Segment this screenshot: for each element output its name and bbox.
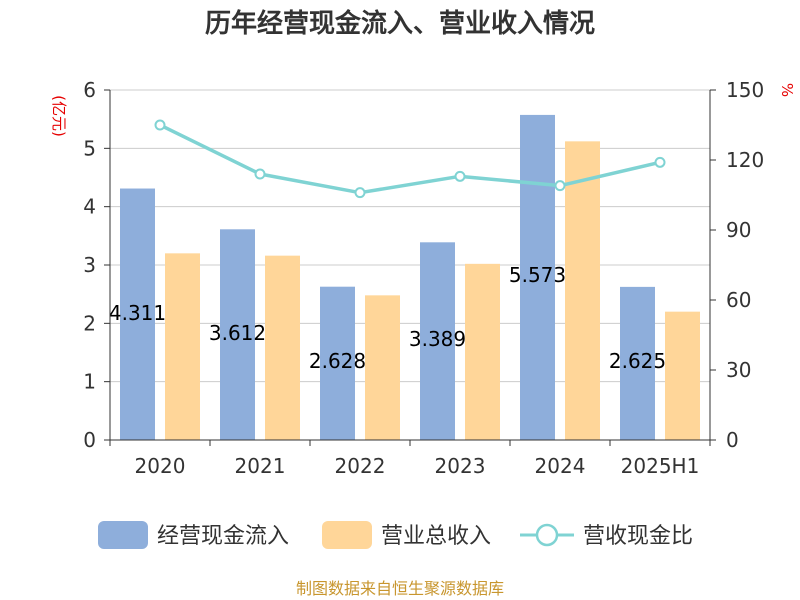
y-right-unit: % bbox=[778, 83, 796, 97]
y-right-tick-label: 120 bbox=[726, 148, 764, 172]
data-label: 3.612 bbox=[209, 321, 266, 345]
x-tick-label: 2022 bbox=[335, 454, 386, 478]
bar-cash-inflow bbox=[420, 242, 455, 440]
line-point bbox=[254, 168, 266, 180]
y-right-tick-label: 150 bbox=[726, 78, 764, 102]
data-label: 3.389 bbox=[409, 327, 466, 351]
data-label: 4.311 bbox=[109, 301, 166, 325]
bar-cash-inflow bbox=[120, 188, 155, 440]
bar-revenue bbox=[265, 255, 300, 440]
bar-revenue bbox=[565, 141, 600, 441]
line-series bbox=[154, 119, 666, 199]
legend-swatch-revenue bbox=[322, 521, 372, 549]
data-labels: 4.311 3.612 2.628 3.389 5.573 2.625 bbox=[109, 263, 666, 373]
x-tick-label: 2025H1 bbox=[621, 454, 700, 478]
legend-label-cash-inflow: 经营现金流入 bbox=[157, 524, 289, 549]
data-label: 2.625 bbox=[609, 349, 666, 373]
bar-revenue bbox=[165, 253, 200, 440]
legend-label-revenue: 营业总收入 bbox=[381, 524, 491, 549]
line-point bbox=[654, 156, 666, 168]
y-right-tick-label: 30 bbox=[726, 358, 751, 382]
bar-revenue bbox=[365, 295, 400, 440]
y-left-tick-label: 0 bbox=[83, 428, 96, 452]
source-note: 制图数据来自恒生聚源数据库 bbox=[296, 579, 504, 598]
bar-cash-inflow bbox=[320, 286, 355, 440]
line-point bbox=[454, 170, 466, 182]
bar-cash-inflow bbox=[220, 229, 255, 440]
y-left-tick-label: 6 bbox=[83, 78, 96, 102]
data-label: 5.573 bbox=[509, 263, 566, 287]
bar-cash-inflow bbox=[520, 114, 555, 441]
y-left-tick-label: 1 bbox=[83, 370, 96, 394]
bar-cash-inflow bbox=[620, 286, 655, 440]
x-tick-label: 2024 bbox=[535, 454, 586, 478]
y-left-tick-label: 3 bbox=[83, 253, 96, 277]
chart-title: 历年经营现金流入、营业收入情况 bbox=[205, 8, 595, 39]
y-left-tick-label: 5 bbox=[83, 136, 96, 160]
legend-marker-ratio bbox=[535, 523, 559, 547]
y-left-unit: (亿元) bbox=[50, 95, 68, 137]
data-label: 2.628 bbox=[309, 349, 366, 373]
line-point bbox=[154, 119, 166, 131]
y-right-tick-label: 60 bbox=[726, 288, 751, 312]
legend-label-ratio: 营收现金比 bbox=[583, 524, 693, 549]
y-right-tick-label: 90 bbox=[726, 218, 751, 242]
x-tick-label: 2023 bbox=[435, 454, 486, 478]
line-point bbox=[554, 180, 566, 192]
x-tick-label: 2020 bbox=[135, 454, 186, 478]
y-left-tick-label: 4 bbox=[83, 195, 96, 219]
x-tick-label: 2021 bbox=[235, 454, 286, 478]
y-left-tick-label: 2 bbox=[83, 311, 96, 335]
bar-revenue bbox=[465, 263, 500, 440]
bar-revenue bbox=[665, 311, 700, 440]
line-point bbox=[354, 187, 366, 199]
line-path bbox=[159, 123, 661, 195]
y-right-tick-label: 0 bbox=[726, 428, 739, 452]
bars bbox=[120, 114, 700, 441]
legend: 经营现金流入 营业总收入 营收现金比 bbox=[98, 521, 693, 549]
legend-swatch-cash-inflow bbox=[98, 521, 148, 549]
